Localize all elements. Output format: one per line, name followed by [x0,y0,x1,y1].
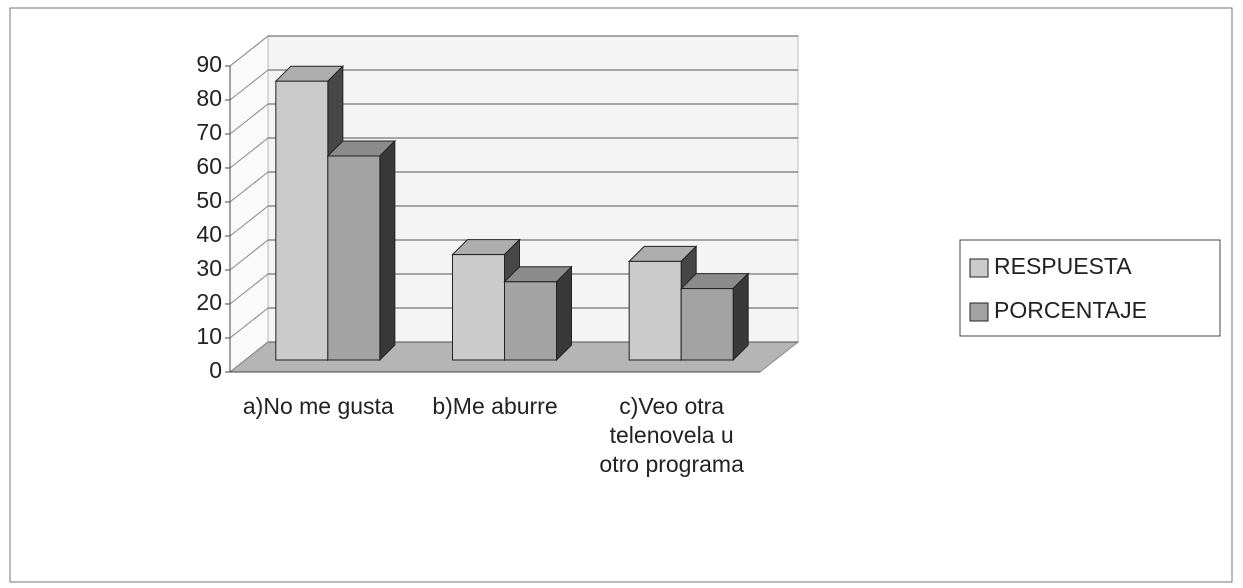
bar [275,80,329,361]
y-tick-label: 0 [209,357,222,383]
y-tick-label: 80 [196,85,222,111]
grid-line-side [229,341,269,373]
x-tick-label: c)Veo otra telenovela u otro programa [599,393,744,477]
grid-line-side [229,273,269,305]
grid-line-side [229,307,269,339]
legend-box [959,239,1221,337]
chart-frame [9,7,1233,583]
y-tick-label: 60 [196,153,222,179]
bar [680,288,734,361]
x-tick-label: b)Me aburre [432,393,558,419]
y-tick-label: 30 [196,255,222,281]
bar [628,260,682,361]
grid-line-side [229,69,269,101]
legend-label: RESPUESTA [994,253,1132,279]
y-tick-label: 90 [196,51,222,77]
side-wall [229,34,269,374]
grid-line-side [229,137,269,169]
legend-swatch [969,258,989,278]
y-tick-label: 50 [196,187,222,213]
grid-line-side [229,205,269,237]
x-tick-label: a)No me gusta [242,393,394,419]
y-tick-label: 40 [196,221,222,247]
bar [327,155,381,361]
bar [452,254,505,361]
grid-line-side [229,103,269,135]
bar-side [732,272,749,362]
grid-line-side [229,171,269,203]
legend-swatch [969,302,989,322]
grid-line-side [229,239,269,271]
y-tick-label: 70 [196,119,222,145]
y-tick-label: 10 [196,323,222,349]
bar-side [379,139,396,362]
y-tick-label: 20 [196,289,222,315]
bar [504,281,557,361]
grid-line-side [229,35,269,67]
legend-label: PORCENTAJE [994,297,1147,323]
bar-side [556,265,572,362]
